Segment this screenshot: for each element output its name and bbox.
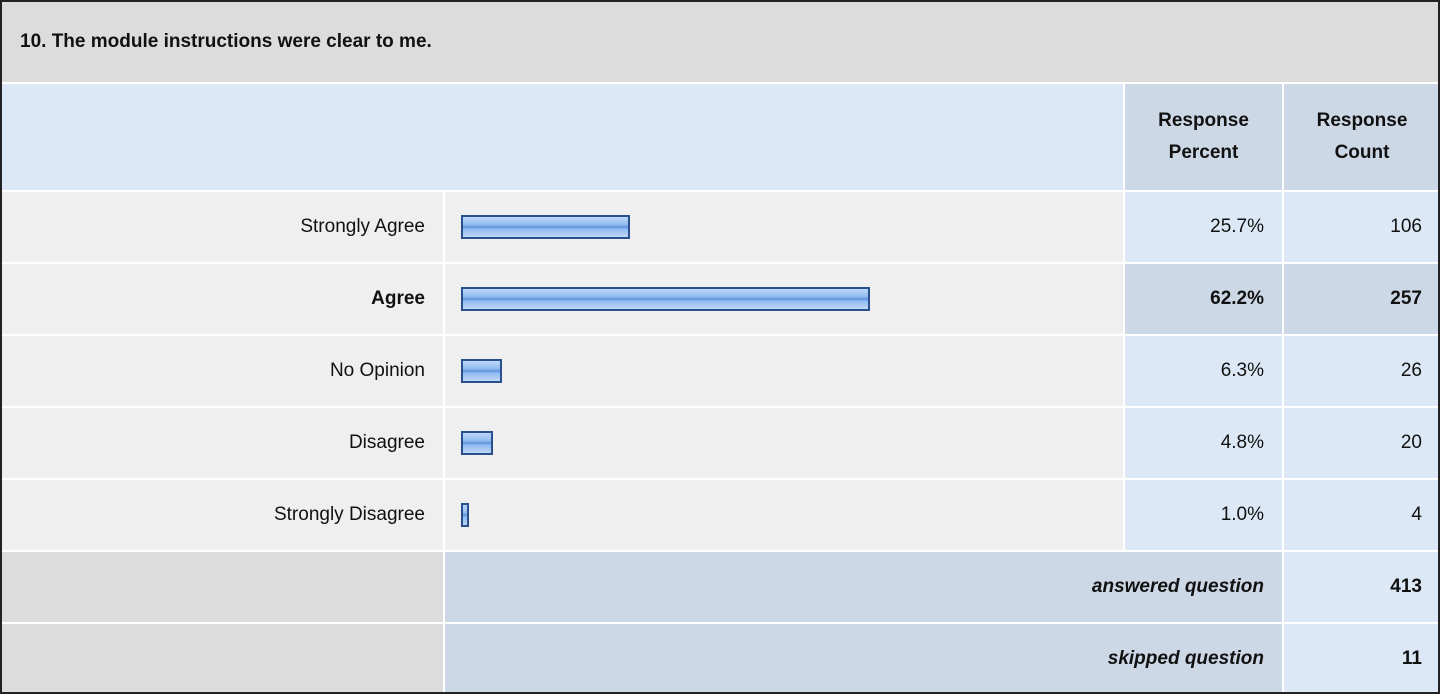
count-cell: 26 <box>1284 336 1438 406</box>
bar <box>461 431 493 455</box>
row-label: Agree <box>2 264 443 334</box>
percent-cell: 6.3% <box>1125 336 1282 406</box>
summary-blank <box>2 624 443 692</box>
header-blank <box>2 84 1123 190</box>
count-cell: 4 <box>1284 480 1438 550</box>
percent-cell: 62.2% <box>1125 264 1282 334</box>
bar-cell <box>445 480 1123 550</box>
percent-cell: 1.0% <box>1125 480 1282 550</box>
percent-cell: 25.7% <box>1125 192 1282 262</box>
percent-cell: 4.8% <box>1125 408 1282 478</box>
row-label: No Opinion <box>2 336 443 406</box>
bar-cell <box>445 336 1123 406</box>
count-cell: 20 <box>1284 408 1438 478</box>
question-title: 10. The module instructions were clear t… <box>2 2 1438 82</box>
bar <box>461 503 469 527</box>
summary-count: 413 <box>1284 552 1438 622</box>
bar <box>461 287 871 311</box>
header-percent: Response Percent <box>1125 84 1282 190</box>
bar <box>461 215 631 239</box>
header-count: Response Count <box>1284 84 1438 190</box>
count-cell: 257 <box>1284 264 1438 334</box>
row-label: Strongly Disagree <box>2 480 443 550</box>
count-cell: 106 <box>1284 192 1438 262</box>
row-label: Strongly Agree <box>2 192 443 262</box>
summary-label: answered question <box>445 552 1282 622</box>
bar-cell <box>445 408 1123 478</box>
summary-count: 11 <box>1284 624 1438 692</box>
summary-label: skipped question <box>445 624 1282 692</box>
bar <box>461 359 503 383</box>
summary-blank <box>2 552 443 622</box>
row-label: Disagree <box>2 408 443 478</box>
